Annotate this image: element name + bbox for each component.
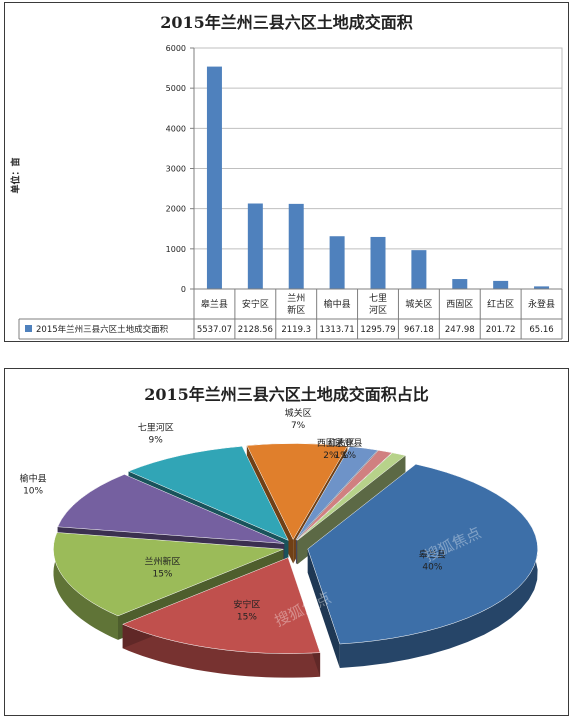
bar-chart-title: 2015年兰州三县六区土地成交面积 [160,13,413,32]
pie-label-name: 安宁区 [233,599,260,611]
x-category-label: 红古区 [487,298,514,310]
table-value-cell: 1313.71 [320,325,355,335]
pie-slice-top [295,446,379,541]
pie-slice-top [307,463,538,645]
x-category-label: 西固区 [446,299,473,310]
pie-label-percent: 10% [23,486,43,496]
pie-slice-top [122,557,321,654]
pie-label-name: 红古区 [328,437,355,449]
pie-label-percent: 40% [422,562,442,572]
pie-chart-panel: 2015年兰州三县六区土地成交面积占比 皋兰县 40% 安宁区 15% 兰州新区 15% 榆… [4,368,569,716]
bar-chart-svg: 0 1000 2000 3000 4000 5000 6000 皋兰县 安宁区 兰州新区 榆中县 七里… [18,44,563,340]
x-category-label: 永登县 [528,298,555,310]
pie-label-percent: 15% [152,570,172,580]
pie-label-name: 永登县 [335,437,362,449]
pie-label-name: 兰州新区 [144,556,180,568]
bar-chart-panel: 2015年兰州三县六区土地成交面积 单位：亩 0 1000 2000 3000 4000… [4,2,569,342]
x-category-label: 城关区 [405,298,432,310]
bar-榆中县 [329,236,345,289]
bar-兰州新区 [288,203,304,289]
table-value-cell: 2128.56 [238,325,273,335]
bar-安宁区 [247,203,263,289]
pie-label-percent: 2% [323,451,338,461]
pie-label-percent: 9% [149,435,164,445]
pie-slice-top [53,532,284,617]
y-tick-label: 5000 [166,84,186,93]
table-value-cell: 967.18 [404,325,434,335]
bar-皋兰县 [206,66,222,289]
pie-chart-svg: 皋兰县 40% 安宁区 15% 兰州新区 15% 榆中县 10% 七里河区 9% 城关区 7% 西固区 2… [20,407,538,678]
pie-label-name: 七里河区 [138,421,174,433]
bar-七里河区 [370,236,386,289]
x-category-label: 安宁区 [242,298,269,310]
table-value-cell: 5537.07 [197,325,232,335]
pie-slice-top [246,443,348,541]
pie-label-name: 西固区 [317,438,344,449]
table-value-cell: 1295.79 [360,325,395,335]
y-tick-label: 6000 [166,44,186,53]
x-category-label: 七里 [369,293,387,304]
bar-红古区 [493,280,509,289]
table-value-cell: 65.16 [529,325,553,335]
pie-chart-title: 2015年兰州三县六区土地成交面积占比 [144,385,429,404]
pie-slice-side [122,624,321,678]
x-category-label: 榆中县 [324,298,351,310]
pie-label-name: 城关区 [285,407,312,419]
pie-slice-top [296,450,393,541]
pie-slice-top [127,446,289,541]
y-tick-label: 4000 [166,124,186,133]
x-category-label: 兰州 [287,292,305,304]
legend-series-name: 2015年兰州三县六区土地成交面积 [36,324,169,335]
pie-slice-top [297,452,406,541]
pie-label-percent: 1% [334,451,349,461]
y-tick-label: 2000 [166,205,186,214]
x-category-label-cont: 河区 [369,304,387,316]
table-value-cell: 247.98 [445,325,475,335]
bar-城关区 [411,250,427,289]
pie-slice-cut-face [307,548,340,668]
pie-label-percent: 1% [342,451,357,461]
pie-label-name: 榆中县 [20,472,47,484]
pie-slice-side [339,464,538,668]
bar-永登县 [534,286,550,289]
pie-label-percent: 7% [291,421,306,431]
x-category-label-cont: 新区 [287,304,305,316]
pie-label-name: 皋兰县 [419,548,446,560]
pie-slice-top [57,474,285,544]
pie-label-percent: 15% [237,613,257,623]
y-tick-label: 0 [181,285,186,294]
pie-slice-side [53,532,118,640]
table-value-cell: 2119.3 [281,325,311,335]
bar-西固区 [452,279,468,289]
y-tick-label: 3000 [166,165,186,174]
legend-key-swatch [25,325,32,332]
table-value-cell: 201.72 [486,325,516,335]
x-category-label: 皋兰县 [201,298,228,310]
y-tick-label: 1000 [166,245,186,254]
pie-slice-皋兰县 [307,463,538,668]
pie-slice-安宁区 [122,557,321,678]
